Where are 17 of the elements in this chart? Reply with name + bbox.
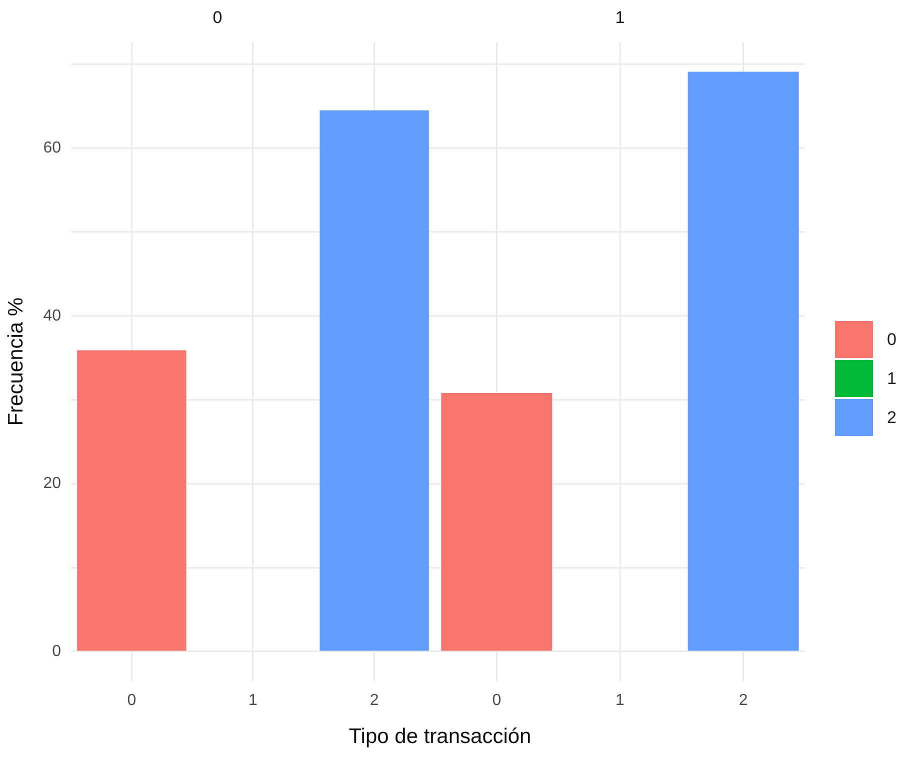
- x-tick-label: 1: [616, 692, 625, 709]
- legend-label: 0: [887, 330, 896, 350]
- x-tick-label: 0: [492, 692, 502, 709]
- x-tick-label: 1: [248, 692, 258, 709]
- legend-label: 1: [887, 368, 896, 388]
- y-tick-label: 20: [43, 475, 62, 492]
- x-tick-label: 2: [370, 692, 379, 709]
- y-tick-label: 40: [43, 307, 62, 324]
- y-tick-label: 0: [52, 642, 62, 660]
- chart-title: 1: [615, 8, 625, 27]
- x-tick-label: 2: [738, 692, 748, 709]
- legend-label: 2: [887, 408, 896, 428]
- x-axis-title: Tipo de transacción: [348, 725, 532, 749]
- y-tick-label: 60: [43, 140, 62, 157]
- y-axis-title: Frecuencia %: [4, 297, 28, 426]
- chart-title: 0: [212, 8, 222, 27]
- x-tick-label: 0: [127, 692, 136, 709]
